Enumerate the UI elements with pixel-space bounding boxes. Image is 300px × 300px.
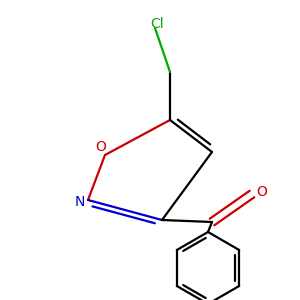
Text: Cl: Cl bbox=[150, 17, 164, 31]
Text: N: N bbox=[75, 195, 85, 209]
Text: O: O bbox=[96, 140, 106, 154]
Text: O: O bbox=[256, 185, 267, 199]
